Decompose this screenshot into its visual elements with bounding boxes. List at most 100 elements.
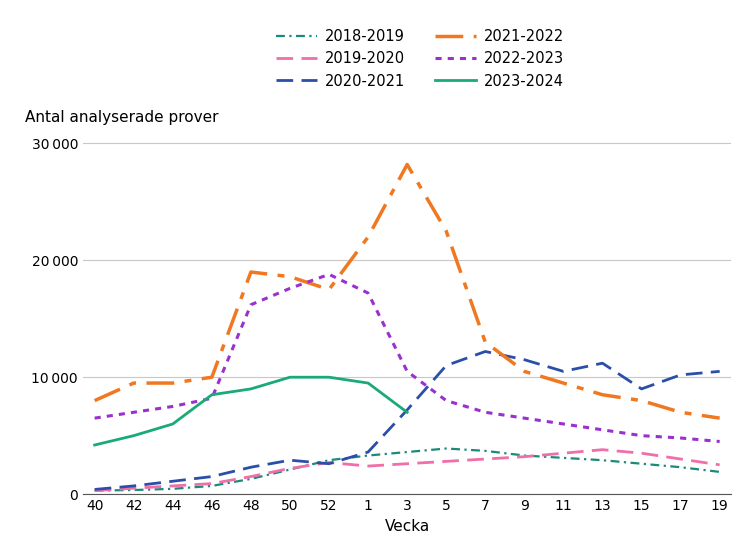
2020-2021 xyxy=(715,368,724,374)
2020-2021 xyxy=(442,362,451,369)
2020-2021 xyxy=(403,407,412,413)
Line: 2023-2024: 2023-2024 xyxy=(95,377,407,445)
2023-2024 xyxy=(403,409,412,416)
2021-2022 xyxy=(90,397,100,404)
2018-2019 xyxy=(286,466,295,473)
2018-2019 xyxy=(520,452,529,459)
2020-2021 xyxy=(90,486,100,492)
2019-2020 xyxy=(403,461,412,467)
2020-2021 xyxy=(129,483,138,489)
2023-2024 xyxy=(90,442,100,449)
2019-2020 xyxy=(324,460,333,466)
Line: 2022-2023: 2022-2023 xyxy=(95,274,719,441)
2019-2020 xyxy=(481,456,490,462)
2018-2019 xyxy=(637,461,646,467)
2022-2023 xyxy=(247,301,256,308)
2020-2021 xyxy=(520,356,529,363)
2022-2023 xyxy=(715,438,724,445)
2022-2023 xyxy=(129,409,138,416)
2018-2019 xyxy=(129,487,138,494)
2019-2020 xyxy=(598,446,607,453)
2018-2019 xyxy=(676,464,685,470)
2018-2019 xyxy=(598,457,607,463)
2022-2023 xyxy=(637,433,646,439)
2022-2023 xyxy=(207,395,216,401)
2021-2022 xyxy=(520,368,529,374)
2020-2021 xyxy=(247,464,256,470)
2023-2024 xyxy=(324,374,333,380)
2019-2020 xyxy=(363,463,372,469)
2018-2019 xyxy=(403,449,412,455)
2021-2022 xyxy=(637,397,646,404)
2020-2021 xyxy=(637,385,646,392)
2022-2023 xyxy=(168,403,177,410)
2023-2024 xyxy=(129,433,138,439)
2018-2019 xyxy=(90,488,100,494)
2023-2024 xyxy=(207,391,216,398)
2019-2020 xyxy=(637,450,646,456)
2023-2024 xyxy=(247,385,256,392)
2020-2021 xyxy=(676,372,685,378)
Line: 2021-2022: 2021-2022 xyxy=(95,165,719,418)
2018-2019 xyxy=(363,452,372,459)
2020-2021 xyxy=(286,457,295,463)
2022-2023 xyxy=(286,285,295,292)
2020-2021 xyxy=(481,348,490,355)
Text: Antal analyserade prover: Antal analyserade prover xyxy=(25,109,218,125)
2021-2022 xyxy=(676,409,685,416)
2022-2023 xyxy=(559,421,568,427)
2019-2020 xyxy=(207,480,216,487)
2019-2020 xyxy=(715,462,724,468)
2020-2021 xyxy=(363,449,372,455)
2021-2022 xyxy=(598,391,607,398)
2023-2024 xyxy=(286,374,295,380)
2021-2022 xyxy=(559,380,568,386)
2021-2022 xyxy=(324,286,333,293)
2021-2022 xyxy=(442,228,451,234)
2019-2020 xyxy=(286,465,295,472)
2018-2019 xyxy=(207,483,216,489)
2021-2022 xyxy=(129,380,138,386)
2019-2020 xyxy=(129,485,138,491)
2022-2023 xyxy=(403,368,412,374)
2018-2019 xyxy=(715,469,724,475)
Legend: 2018-2019, 2019-2020, 2020-2021, 2021-2022, 2022-2023, 2023-2024: 2018-2019, 2019-2020, 2020-2021, 2021-20… xyxy=(270,23,570,94)
Line: 2019-2020: 2019-2020 xyxy=(95,450,719,491)
2021-2022 xyxy=(207,374,216,380)
2021-2022 xyxy=(715,415,724,422)
2019-2020 xyxy=(442,458,451,464)
2021-2022 xyxy=(168,380,177,386)
2018-2019 xyxy=(324,457,333,463)
2020-2021 xyxy=(207,473,216,480)
2022-2023 xyxy=(481,409,490,416)
2022-2023 xyxy=(363,290,372,296)
2019-2020 xyxy=(676,456,685,462)
2018-2019 xyxy=(247,475,256,482)
2020-2021 xyxy=(168,478,177,485)
2022-2023 xyxy=(90,415,100,422)
2020-2021 xyxy=(598,360,607,367)
2023-2024 xyxy=(168,421,177,427)
2021-2022 xyxy=(481,339,490,345)
2022-2023 xyxy=(442,397,451,404)
2018-2019 xyxy=(168,485,177,492)
2019-2020 xyxy=(559,450,568,456)
2019-2020 xyxy=(247,473,256,480)
X-axis label: Vecka: Vecka xyxy=(385,518,430,534)
Line: 2020-2021: 2020-2021 xyxy=(95,351,719,489)
2021-2022 xyxy=(247,268,256,275)
2019-2020 xyxy=(520,453,529,460)
2021-2022 xyxy=(403,161,412,168)
2018-2019 xyxy=(481,447,490,454)
Line: 2018-2019: 2018-2019 xyxy=(95,449,719,491)
2019-2020 xyxy=(90,488,100,494)
2020-2021 xyxy=(559,368,568,374)
2022-2023 xyxy=(520,415,529,422)
2019-2020 xyxy=(168,483,177,489)
2022-2023 xyxy=(324,271,333,278)
2018-2019 xyxy=(559,455,568,461)
2021-2022 xyxy=(286,273,295,280)
2021-2022 xyxy=(363,234,372,240)
2020-2021 xyxy=(324,461,333,467)
2022-2023 xyxy=(676,435,685,441)
